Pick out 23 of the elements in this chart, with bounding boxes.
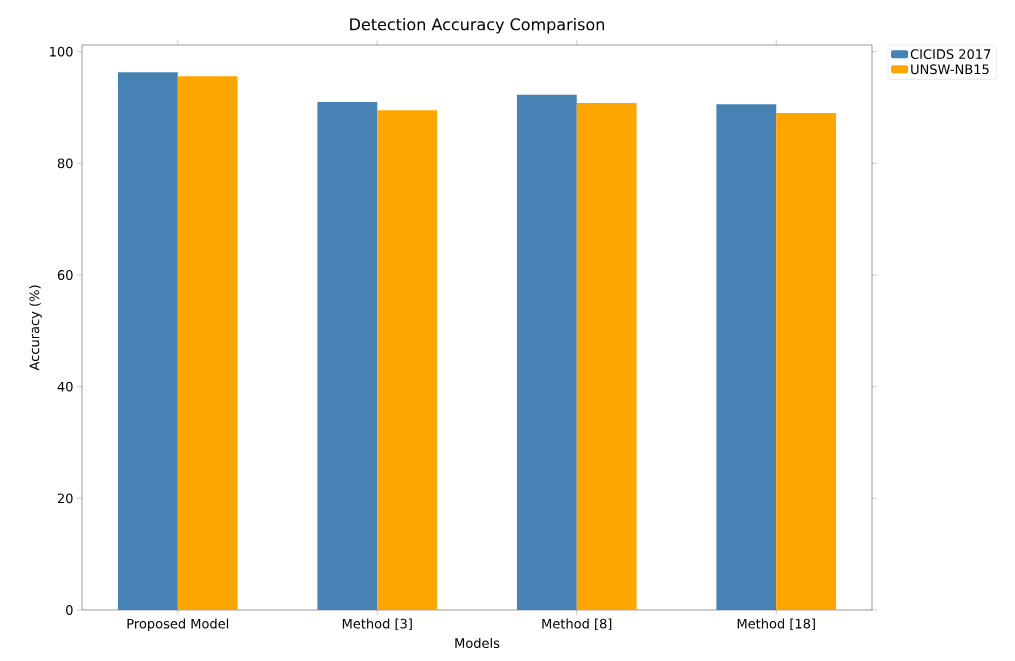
x-tick-label: Proposed Model — [127, 618, 229, 632]
y-tick-label: 100 — [50, 46, 73, 57]
y-tick-label: 60 — [57, 270, 73, 280]
y-axis-title: Accuracy (%) — [29, 285, 42, 371]
bar — [117, 72, 178, 610]
bar — [716, 104, 777, 610]
y-tick-label: 0 — [66, 605, 73, 615]
bar — [576, 103, 637, 610]
bar — [776, 113, 837, 610]
y-tick-label: 80 — [57, 158, 73, 169]
x-tick-label: Method [8] — [542, 618, 612, 631]
bar — [317, 101, 378, 610]
bar — [516, 94, 577, 610]
chart-title: Detection Accuracy Comparison — [350, 17, 605, 34]
bar — [177, 76, 238, 610]
y-tick-label: 20 — [57, 493, 73, 504]
x-axis-title: Models — [455, 637, 500, 649]
x-tick-label: Method [18] — [737, 618, 815, 631]
legend-label: CICIDS 2017 — [910, 49, 991, 60]
bar — [377, 110, 438, 610]
x-tick-label: Method [3] — [342, 618, 412, 631]
legend-label: UNSW-NB15 — [911, 64, 989, 75]
y-tick-label: 40 — [57, 381, 73, 392]
